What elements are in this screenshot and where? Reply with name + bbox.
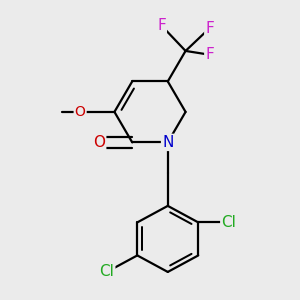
Text: O: O <box>93 135 105 150</box>
Text: Cl: Cl <box>221 215 236 230</box>
Text: O: O <box>75 105 86 119</box>
Text: N: N <box>162 135 173 150</box>
Text: F: F <box>205 21 214 36</box>
Text: F: F <box>157 18 166 33</box>
Text: Cl: Cl <box>99 264 114 279</box>
Text: F: F <box>205 47 214 62</box>
